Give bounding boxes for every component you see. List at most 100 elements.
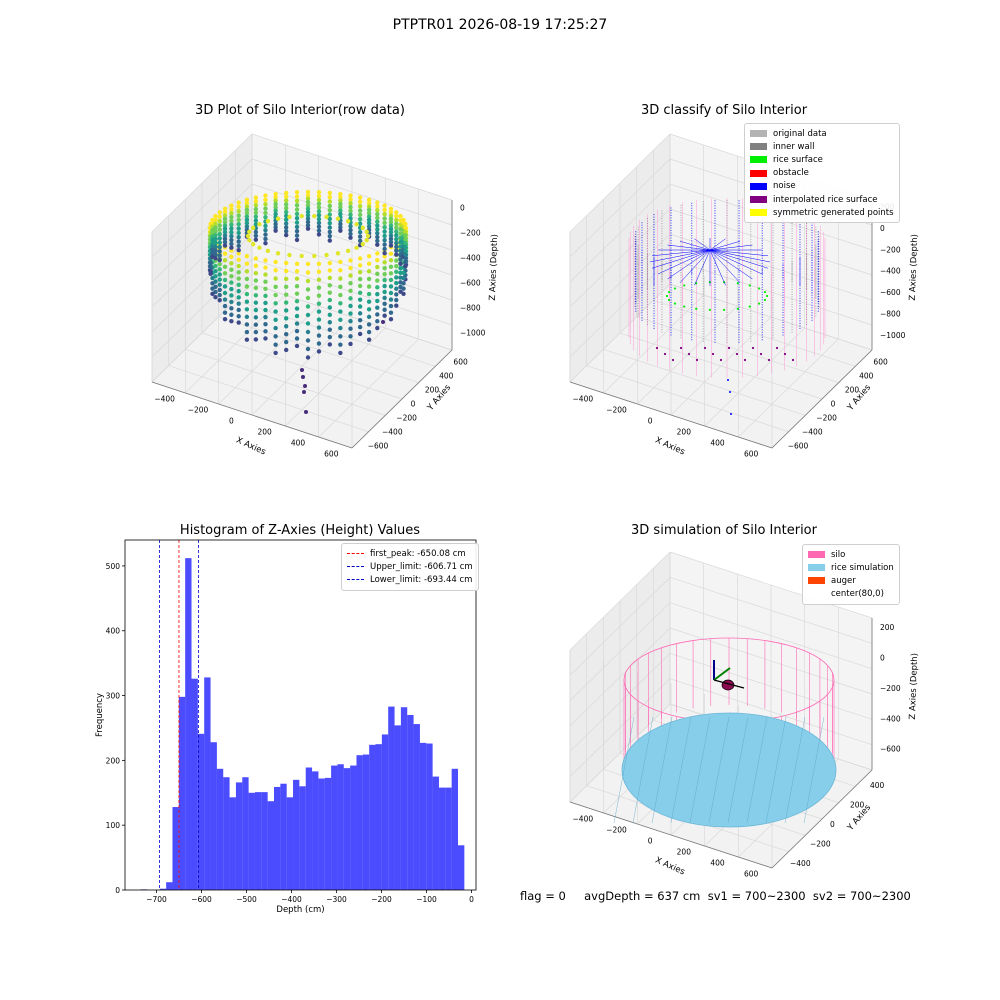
raw-point	[253, 195, 259, 200]
raw-point	[382, 225, 387, 230]
raw-point	[236, 222, 241, 227]
raw-point	[382, 254, 387, 259]
histogram-bar	[388, 706, 395, 890]
legend-swatch	[750, 169, 767, 177]
raw-point	[388, 310, 394, 315]
histogram-bar	[261, 792, 268, 890]
raw-point	[327, 275, 333, 281]
raw-point	[375, 298, 380, 304]
raw-point	[316, 269, 322, 274]
histogram-bar	[381, 734, 389, 890]
rice-point	[667, 290, 671, 294]
raw-point	[263, 202, 268, 207]
raw-point	[222, 317, 228, 322]
raw-point	[382, 246, 387, 252]
histogram-bar	[400, 707, 408, 890]
raw-point	[236, 314, 241, 319]
x-tick-label: −200	[371, 895, 392, 904]
raw-point	[283, 229, 289, 234]
raw-point	[257, 245, 262, 250]
raw-point	[403, 233, 408, 238]
raw-point	[253, 300, 259, 305]
x-tick-label: 0	[648, 417, 653, 426]
raw-3d-plot: −400 −200 0 200 400 600 −600 −400 −200 0 200 400 600…	[151, 133, 500, 459]
raw-point	[394, 258, 399, 263]
histogram-bar	[159, 888, 167, 890]
raw-point	[375, 312, 380, 317]
raw-point	[388, 303, 394, 309]
raw-point	[217, 249, 222, 254]
raw-point	[394, 252, 399, 257]
legend-swatch	[750, 209, 767, 217]
raw-point	[236, 213, 241, 218]
raw-point	[398, 257, 403, 262]
raw-point	[294, 321, 300, 326]
raw-point	[273, 301, 278, 306]
y-tick-label: −200	[810, 840, 831, 849]
legend-label: silo	[831, 549, 846, 560]
raw-point	[222, 213, 228, 218]
raw-point	[244, 217, 250, 223]
raw-point	[222, 297, 228, 302]
raw-point	[338, 201, 343, 207]
z-tick-label: −200	[880, 245, 901, 254]
raw-point	[394, 263, 399, 269]
raw-point	[360, 241, 366, 247]
raw-point	[327, 229, 333, 235]
raw-point	[357, 331, 363, 337]
raw-point	[229, 293, 234, 298]
raw-point	[253, 293, 259, 298]
raw-point	[305, 189, 311, 195]
raw-point	[357, 208, 363, 213]
rice-point	[763, 298, 767, 302]
raw-point	[375, 231, 380, 236]
raw-point	[305, 304, 311, 309]
raw-point	[382, 242, 387, 247]
raw-point	[305, 199, 311, 205]
legend-item: interpolated rice surface	[750, 193, 894, 206]
raw-point	[263, 236, 268, 242]
rice-point	[757, 287, 761, 290]
raw-point	[316, 349, 322, 354]
legend-label: center(80,0)	[831, 589, 884, 600]
rice-point	[673, 302, 677, 305]
axis-line	[771, 349, 873, 449]
raw-point	[394, 280, 399, 286]
raw-point	[382, 277, 387, 283]
raw-point	[382, 283, 387, 289]
noise-ray	[709, 244, 753, 251]
classify-3d-plot: −400 −200 0 200 400 600 −600 −400 −200 0 200 400 600…	[569, 133, 920, 459]
raw-point	[217, 244, 222, 250]
raw-point	[222, 226, 228, 232]
x-tick-label: 400	[710, 439, 725, 448]
raw-point	[312, 253, 317, 259]
raw-point	[305, 295, 311, 301]
x-tick-label: −200	[606, 826, 627, 835]
raw-point	[348, 326, 353, 331]
x-axis-label: X Axies	[654, 856, 687, 878]
raw-point	[357, 195, 363, 200]
legend-swatch	[750, 130, 767, 138]
raw-point	[222, 233, 228, 238]
raw-point	[305, 329, 311, 335]
raw-point	[388, 239, 394, 245]
raw-point	[213, 256, 218, 261]
legend-item: Upper_limit: -606.71 cm	[347, 560, 473, 573]
raw-point	[375, 319, 380, 324]
histogram-bar	[413, 724, 420, 890]
raw-point	[229, 280, 234, 285]
raw-point	[222, 206, 228, 212]
raw-point	[245, 233, 251, 239]
raw-point	[305, 216, 311, 221]
raw-point	[335, 251, 341, 256]
raw-point	[244, 329, 250, 335]
raw-point	[222, 277, 228, 283]
raw-point	[273, 334, 278, 339]
raw-point	[294, 233, 300, 238]
raw-point	[366, 269, 372, 274]
raw-point	[283, 217, 289, 222]
raw-point	[263, 300, 268, 306]
raw-point	[304, 410, 308, 414]
x-tick-label: −700	[146, 895, 167, 904]
raw-point	[236, 301, 241, 306]
